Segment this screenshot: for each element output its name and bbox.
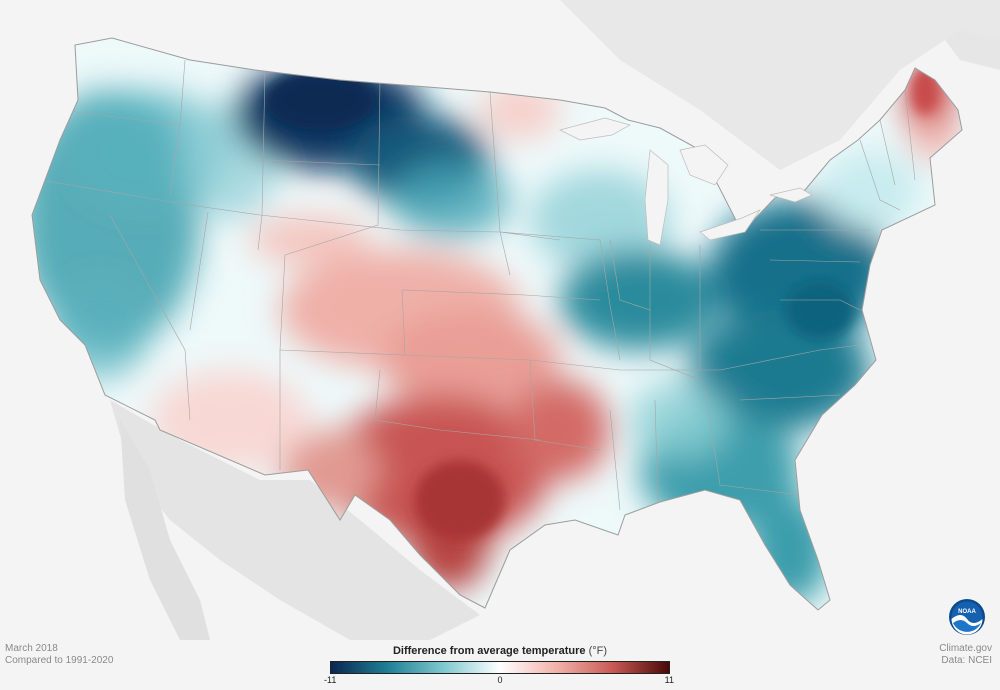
temperature-anomaly-map: NOAA [0, 0, 1000, 640]
color-legend: Difference from average temperature (°F)… [324, 644, 674, 688]
data-source: Data: NCEI [941, 655, 992, 666]
legend-ticks: -11 0 11 [324, 674, 674, 688]
background-land [0, 0, 1000, 640]
legend-title-row: Difference from average temperature (°F) [330, 644, 670, 658]
source-credits: Climate.gov Data: NCEI [939, 643, 992, 667]
noaa-logo: NOAA [949, 599, 985, 635]
great-lakes [559, 117, 813, 246]
legend-title: Difference from average temperature [392, 645, 586, 657]
map-metadata: March 2018 Compared to 1991-2020 [5, 643, 113, 667]
source-site: Climate.gov [939, 643, 992, 654]
legend-unit: (°F) [588, 645, 608, 657]
legend-min-label: -11 [324, 675, 337, 685]
legend-mid-label: 0 [497, 675, 503, 685]
legend-max-label: 11 [664, 675, 674, 685]
map-date: March 2018 [5, 643, 58, 654]
baseline-period: Compared to 1991-2020 [5, 655, 114, 666]
svg-text:NOAA: NOAA [958, 609, 976, 615]
legend-color-bar [330, 661, 670, 674]
state-borders [39, 59, 916, 511]
